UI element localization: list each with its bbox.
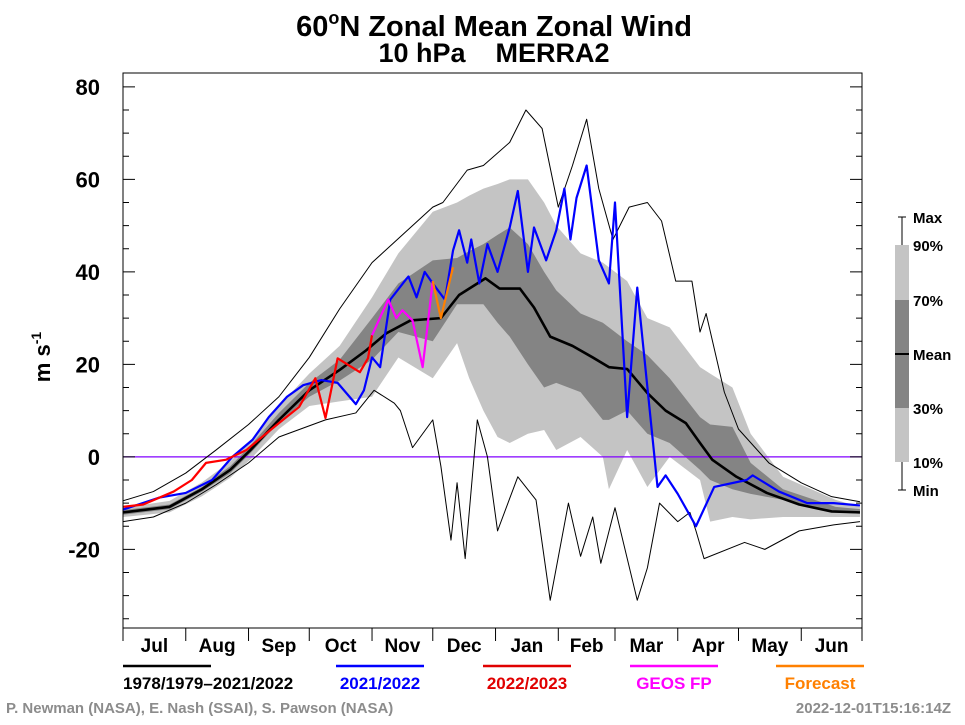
x-tick-label: Apr — [692, 636, 725, 657]
band-legend-label: 70% — [913, 293, 943, 310]
y-tick-label: 0 — [88, 445, 100, 470]
band-legend-label: 10% — [913, 455, 943, 472]
series-lines — [122, 109, 862, 601]
series-line-max — [122, 109, 861, 503]
y-tick-label: 40 — [76, 260, 100, 285]
x-tick-label: Nov — [384, 636, 420, 657]
series-legend: 1978/1979–2021/2022 2021/2022 2022/2023 GEO… — [123, 664, 864, 693]
plot-frame — [122, 72, 863, 629]
x-tick-label: Mar — [629, 636, 663, 657]
y-tick-label: 20 — [76, 352, 100, 377]
x-tick-label: Jun — [815, 636, 849, 657]
chart-title-line1: 60oN Zonal Mean Zonal Wind — [296, 8, 692, 43]
legend-label: Forecast — [785, 674, 856, 693]
band-legend-label: Min — [913, 483, 939, 500]
legend-label: 2021/2022 — [340, 674, 420, 693]
chart-title-line2: 10 hPa MERRA2 — [378, 38, 609, 68]
band-30-70-percentile — [123, 227, 860, 515]
series-line-2021-2022 — [122, 164, 861, 528]
y-tick-label: 80 — [76, 75, 100, 100]
legend-label: 1978/1979–2021/2022 — [123, 674, 293, 693]
series-line-2022-2023 — [122, 335, 374, 508]
series-line-geos-fp — [371, 280, 434, 369]
footer-timestamp: 2022-12-01T15:16:14Z — [796, 700, 951, 717]
legend-label: 2022/2023 — [487, 674, 567, 693]
x-tick-label: Feb — [570, 636, 604, 657]
y-tick-label: -20 — [68, 537, 100, 562]
series-line-1978-1979-2021-2022 — [122, 277, 861, 514]
band-legend-label: Max — [913, 210, 943, 227]
x-tick-label: Aug — [199, 636, 236, 657]
x-tick-label: Jan — [511, 636, 544, 657]
band-legend-label: 90% — [913, 238, 943, 255]
band-legend: Max 90% 70% Mean 30% 10% Min — [895, 210, 951, 500]
band-legend-label: Mean — [913, 347, 951, 364]
axes: 80 60 40 20 0 -20 Jul Aug Sep Oct Nov Dec Jan Feb Mar A… — [68, 72, 863, 657]
climatology-bands — [123, 179, 860, 522]
series-line-forecast — [431, 266, 455, 320]
x-tick-label: Sep — [261, 636, 296, 657]
band-legend-label: 30% — [913, 401, 943, 418]
x-tick-label: Oct — [325, 636, 357, 657]
footer-credits: P. Newman (NASA), E. Nash (SSAI), S. Paw… — [6, 700, 393, 717]
x-tick-label: Dec — [447, 636, 482, 657]
y-tick-label: 60 — [76, 167, 100, 192]
x-tick-label: May — [751, 636, 788, 657]
legend-label: GEOS FP — [636, 674, 712, 693]
y-axis-label: m s-1 — [28, 332, 55, 383]
x-tick-label: Jul — [141, 636, 168, 657]
